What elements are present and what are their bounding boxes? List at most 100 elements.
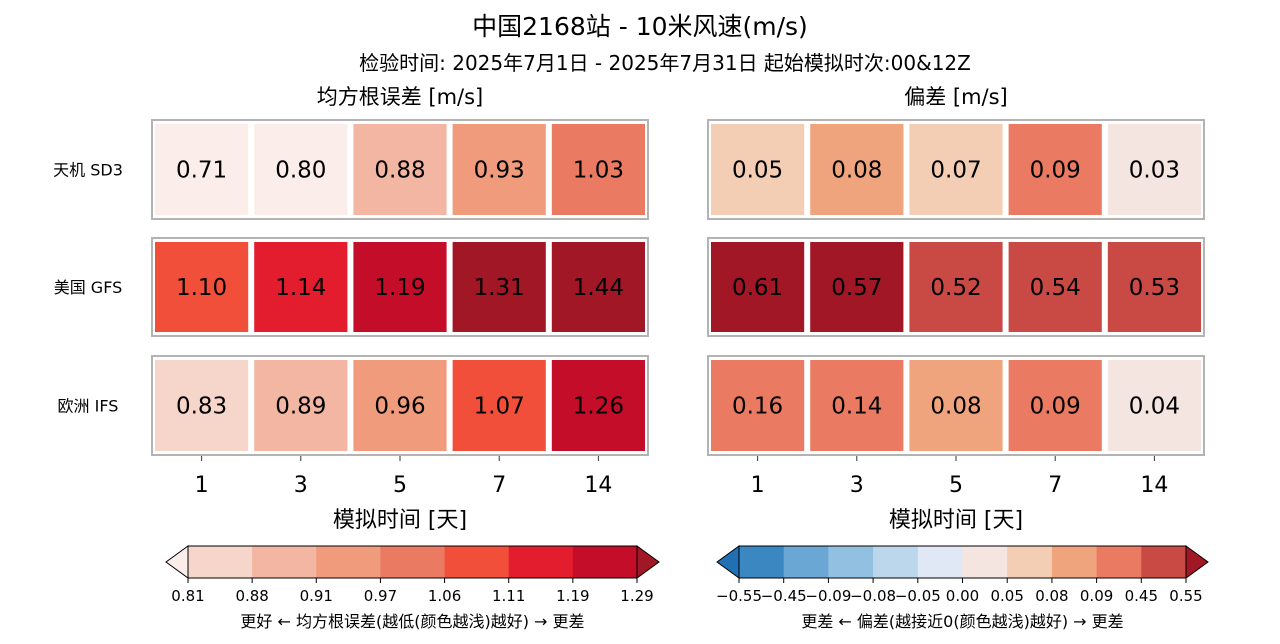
heatmap-cell	[810, 124, 904, 215]
heatmap-cell	[909, 124, 1003, 215]
heatmap-cell	[1107, 124, 1201, 215]
heatmap-cell	[711, 242, 805, 332]
colorbar-tick-label: 1.19	[556, 587, 589, 605]
row-label: 天机 SD3	[53, 161, 123, 180]
cell-value-label: 0.04	[1129, 394, 1180, 420]
colorbar-segment	[252, 546, 317, 578]
x-tick-label: 7	[492, 473, 506, 498]
colorbar: −0.55−0.45−0.09−0.08−0.05 0.00 0.05 0.08 0.0…	[716, 545, 1209, 631]
x-tick-label: 3	[294, 473, 308, 498]
figure-title: 中国2168站 - 10米风速(m/s)	[472, 12, 808, 41]
row-label: 美国 GFS	[54, 278, 123, 297]
colorbar-tick-label: 0.05	[990, 587, 1023, 605]
colorbar-segment	[508, 546, 574, 578]
row-label: 欧洲 IFS	[58, 397, 119, 416]
cell-value-label: 1.03	[573, 158, 624, 184]
cell-value-label: 0.71	[176, 158, 227, 184]
colorbar-under-arrow	[165, 545, 189, 579]
cell-value-label: 0.93	[474, 158, 525, 184]
colorbar-segment	[783, 546, 829, 578]
heatmap-cell	[551, 242, 645, 332]
colorbar-segment	[1141, 546, 1187, 578]
figure-subtitle: 检验时间: 2025年7月1日 - 2025年7月31日 起始模拟时次:00&1…	[359, 51, 971, 75]
colorbar-segment	[962, 546, 1008, 578]
colorbar-segment	[917, 546, 963, 578]
colorbar-segment	[188, 546, 253, 578]
cell-value-label: 0.88	[374, 158, 425, 184]
heatmap-cell	[810, 242, 904, 332]
cell-value-label: 0.54	[1030, 275, 1081, 301]
colorbar-segment	[828, 546, 874, 578]
colorbar-tick-label: 0.45	[1125, 587, 1158, 605]
heatmap-cell	[452, 360, 546, 451]
heatmap-panel-2: 偏差 [m/s] 0.05 0.08 0.07 0.09 0.03 0.61 0.57 0.52…	[707, 85, 1209, 631]
heatmap-cell	[353, 124, 447, 215]
heatmap-cell	[353, 242, 447, 332]
heatmap-cell	[155, 124, 249, 215]
colorbar-tick-label: 0.00	[946, 587, 979, 605]
heatmap-cell	[1107, 242, 1201, 332]
colorbar-segment	[1051, 546, 1098, 578]
heatmap-cell	[909, 360, 1003, 451]
colorbar-segment	[873, 546, 919, 578]
colorbar-tick-label: −0.09	[805, 587, 851, 605]
cell-value-label: 0.52	[930, 275, 981, 301]
colorbar-tick-label: 0.91	[300, 587, 333, 605]
cell-value-label: 0.07	[930, 158, 981, 184]
cell-value-label: 0.96	[374, 394, 425, 420]
cell-value-label: 0.03	[1129, 158, 1180, 184]
x-tick-label: 1	[195, 473, 209, 498]
heatmap-cell	[711, 124, 805, 215]
cell-value-label: 1.19	[374, 275, 425, 301]
colorbar-tick-label: 0.88	[235, 587, 268, 605]
heatmap-cell	[551, 360, 645, 451]
heatmap-cell	[1107, 360, 1201, 451]
cell-value-label: 0.83	[176, 394, 227, 420]
cell-value-label: 0.89	[275, 394, 326, 420]
colorbar-under-arrow	[716, 545, 740, 579]
colorbar-tick-label: −0.05	[895, 587, 941, 605]
heatmap-cell	[1008, 242, 1102, 332]
colorbar-tick-label: 1.29	[620, 587, 653, 605]
cell-value-label: 0.80	[275, 158, 326, 184]
colorbar-segment	[739, 546, 785, 578]
panel-title: 均方根误差 [m/s]	[317, 85, 484, 109]
cell-value-label: 0.09	[1030, 394, 1081, 420]
heatmap-panel-1: 均方根误差 [m/s] 天机 SD3 0.71 0.80 0.88 0.93 1.03 美国 …	[53, 85, 660, 631]
colorbar-tick-label: 0.09	[1080, 587, 1113, 605]
x-tick-label: 1	[751, 473, 765, 498]
colorbar-segment	[1096, 546, 1142, 578]
cell-value-label: 1.07	[474, 394, 525, 420]
heatmap-cell	[1008, 360, 1102, 451]
colorbar-tick-label: 1.11	[492, 587, 525, 605]
cell-value-label: 0.16	[732, 394, 783, 420]
colorbar-frame	[187, 545, 638, 579]
heatmap-cell	[353, 360, 447, 451]
x-axis-label: 模拟时间 [天]	[333, 508, 467, 533]
cell-value-label: 0.05	[732, 158, 783, 184]
colorbar-over-arrow	[1185, 545, 1209, 579]
colorbar-tick-label: 1.06	[428, 587, 461, 605]
colorbar-segment	[316, 546, 381, 578]
cell-value-label: 0.53	[1129, 275, 1180, 301]
cell-value-label: 1.26	[573, 394, 624, 420]
cell-value-label: 1.31	[474, 275, 525, 301]
heatmap-cell	[551, 124, 645, 215]
colorbar-tick-label: −0.08	[850, 587, 896, 605]
panel-title: 偏差 [m/s]	[904, 85, 1008, 109]
x-tick-label: 3	[850, 473, 864, 498]
heatmap-cell	[909, 242, 1003, 332]
colorbar-tick-label: 0.55	[1169, 587, 1202, 605]
colorbar: 0.81 0.88 0.91 0.97 1.06 1.11 1.19 1.29 更好 ← 均方根…	[165, 545, 660, 631]
cell-value-label: 0.61	[732, 275, 783, 301]
x-tick-label: 5	[949, 473, 963, 498]
x-tick-label: 14	[1140, 473, 1168, 498]
colorbar-segment	[380, 546, 446, 578]
x-axis-label: 模拟时间 [天]	[889, 508, 1023, 533]
x-tick-label: 14	[584, 473, 612, 498]
x-tick-label: 5	[393, 473, 407, 498]
heatmap-cell	[452, 124, 546, 215]
cell-value-label: 1.44	[573, 275, 624, 301]
colorbar-tick-label: −0.45	[761, 587, 807, 605]
x-tick-label: 7	[1048, 473, 1062, 498]
